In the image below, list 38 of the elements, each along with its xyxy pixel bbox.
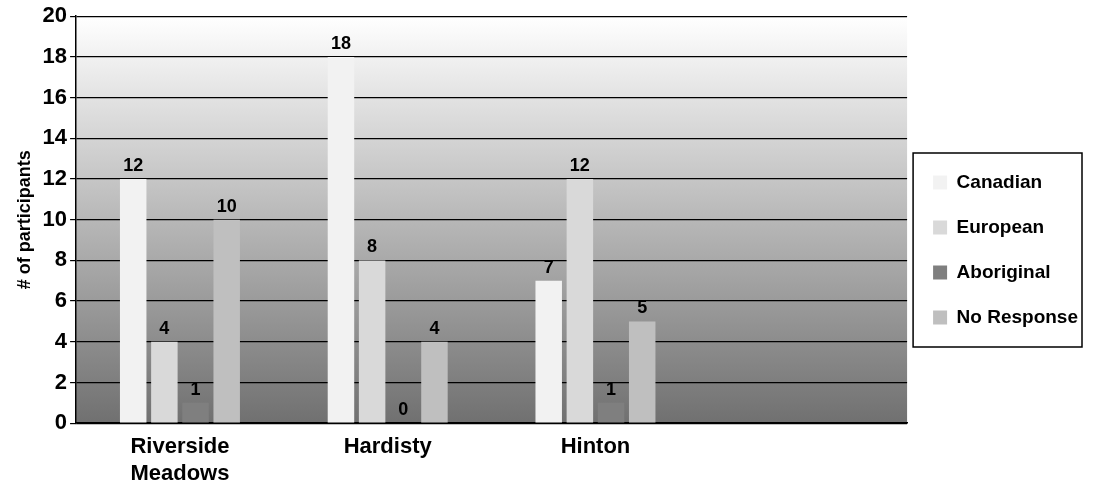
bar [421, 341, 448, 423]
y-tick-label: 0 [54, 409, 68, 435]
data-label: 4 [429, 317, 440, 338]
y-tick-label: 14 [42, 124, 68, 150]
bar [151, 341, 178, 423]
y-tick-label: 20 [42, 2, 68, 28]
bar [358, 260, 386, 423]
legend-label: European [956, 215, 1045, 237]
data-label: 8 [367, 236, 378, 257]
y-tick-label: 4 [54, 327, 68, 353]
bar [213, 219, 240, 423]
y-tick-label: 12 [42, 165, 68, 191]
bar [628, 321, 656, 423]
x-tick-label: Hardisty [343, 433, 433, 459]
data-label: 4 [159, 317, 170, 338]
data-label: 18 [330, 32, 351, 53]
data-label: 12 [123, 154, 144, 175]
bar [119, 179, 147, 423]
bar [182, 402, 209, 423]
bar [566, 179, 594, 423]
legend-label: Aboriginal [956, 260, 1051, 282]
legend-label: No Response [956, 305, 1079, 327]
x-tick-label: Hinton [560, 433, 631, 459]
data-label: 12 [569, 154, 590, 175]
y-tick-label: 16 [42, 83, 68, 109]
y-tick-label: 6 [54, 287, 68, 313]
y-tick-label: 8 [54, 246, 68, 272]
bar [327, 56, 355, 423]
y-tick-label: 10 [42, 205, 68, 231]
y-tick-label: 18 [42, 42, 68, 68]
data-label: 10 [216, 195, 237, 216]
bar [597, 402, 625, 423]
y-axis-title: # of participants [13, 150, 34, 290]
y-tick-label: 2 [54, 368, 68, 394]
legend-label: Canadian [956, 170, 1043, 192]
bar [535, 280, 562, 423]
data-label: 0 [398, 399, 409, 420]
x-tick-label: Riverside Meadows [130, 433, 230, 485]
